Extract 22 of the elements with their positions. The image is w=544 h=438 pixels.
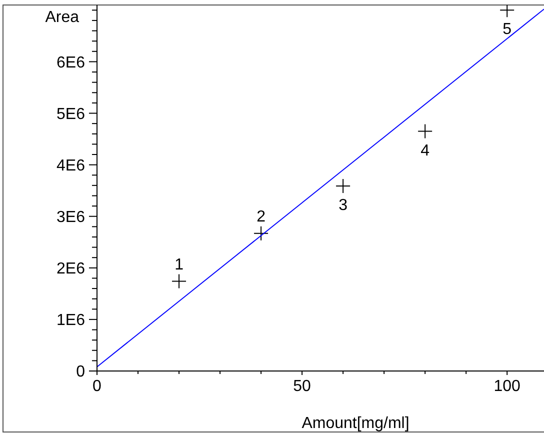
annotation: 3 xyxy=(338,196,348,214)
y-tick-label: 4E6 xyxy=(56,157,86,174)
point xyxy=(500,5,515,18)
point xyxy=(254,226,269,241)
annotation: 2 xyxy=(256,208,266,226)
annotation: 5 xyxy=(502,21,512,38)
annotation: 1 xyxy=(174,256,184,274)
x-axis-title: Amount[mg/ml] xyxy=(302,415,410,432)
point xyxy=(418,124,433,139)
x-tick-label: 100 xyxy=(494,378,521,395)
y-tick-label: 2E6 xyxy=(56,260,86,278)
y-tick-label: 3E6 xyxy=(56,208,86,226)
y-tick-label: 0 xyxy=(76,364,86,381)
point xyxy=(336,178,351,194)
x-tick-label: 0 xyxy=(92,378,102,395)
y-tick-label: 1E6 xyxy=(56,312,86,330)
x-tick-label: 50 xyxy=(293,378,312,395)
point xyxy=(172,274,187,289)
y-tick-label: 5E6 xyxy=(56,106,86,123)
y-axis-title: Area xyxy=(45,9,80,26)
y-tick-label: 6E6 xyxy=(56,54,86,72)
annotation: 4 xyxy=(420,142,430,160)
